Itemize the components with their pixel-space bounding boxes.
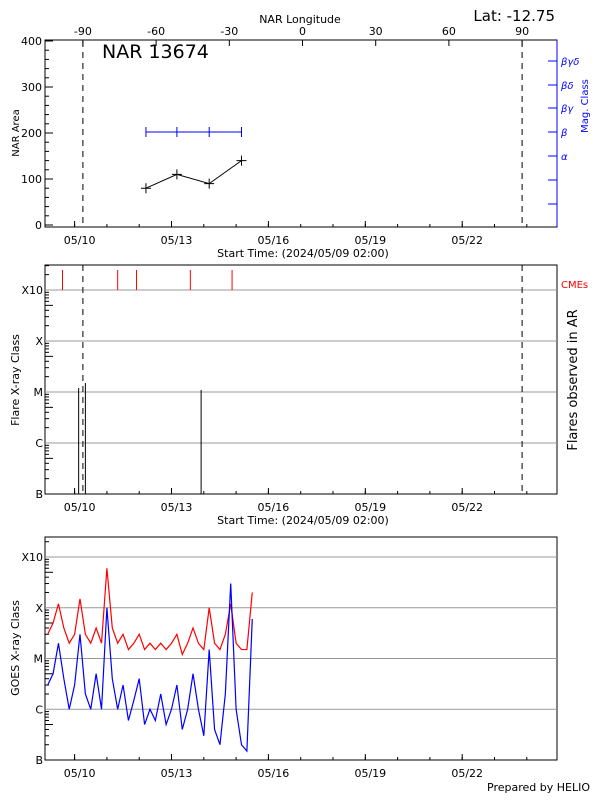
x-tick-label: 05/10 bbox=[64, 234, 96, 247]
top-tick-label: 60 bbox=[442, 25, 456, 38]
x-tick-label: 05/16 bbox=[258, 501, 290, 514]
panel1-ylabel: NAR Area bbox=[11, 109, 22, 156]
panel2-xlabel: Start Time: (2024/05/09 02:00) bbox=[217, 514, 389, 527]
x-tick-label: 05/13 bbox=[161, 501, 193, 514]
y-tick-label: 100 bbox=[21, 173, 42, 186]
y-tick-label: X10 bbox=[21, 284, 43, 297]
y-tick-label: M bbox=[34, 653, 44, 666]
y-tick-label: 400 bbox=[21, 35, 42, 48]
top-tick-label: 0 bbox=[299, 25, 306, 38]
y-tick-label: C bbox=[35, 703, 43, 716]
panel3-frame bbox=[44, 536, 558, 761]
panel1-frame bbox=[44, 39, 558, 228]
x-tick-label: 05/22 bbox=[451, 501, 483, 514]
panel3-ylabel: GOES X-ray Class bbox=[9, 600, 22, 696]
top-tick-label: -90 bbox=[74, 25, 92, 38]
area-point bbox=[171, 169, 182, 180]
mag-tick-label: α bbox=[561, 152, 568, 163]
x-tick-label: 05/19 bbox=[354, 501, 386, 514]
x-tick-label: 05/22 bbox=[451, 767, 483, 780]
x-tick-label: 05/13 bbox=[161, 767, 193, 780]
x-tick-label: 05/16 bbox=[258, 767, 290, 780]
y-tick-label: B bbox=[35, 488, 43, 501]
area-line bbox=[145, 160, 242, 189]
x-tick-label: 05/10 bbox=[64, 767, 96, 780]
area-point bbox=[204, 178, 215, 189]
x-tick-label: 05/19 bbox=[354, 767, 386, 780]
y-tick-label: 300 bbox=[21, 81, 42, 94]
y-tick-label: 200 bbox=[21, 127, 42, 140]
footer-credit: Prepared by HELIO bbox=[487, 781, 590, 794]
mag-tick-label: βγδ bbox=[560, 57, 579, 68]
mag-tick-label: βδ bbox=[560, 81, 574, 92]
y-tick-label: C bbox=[35, 437, 43, 450]
top-tick-label: 90 bbox=[515, 25, 529, 38]
x-tick-label: 05/19 bbox=[354, 234, 386, 247]
top-tick-label: 30 bbox=[369, 25, 383, 38]
top-axis-label: NAR Longitude bbox=[259, 13, 341, 26]
x-tick-label: 05/10 bbox=[64, 501, 96, 514]
area-point bbox=[140, 183, 151, 194]
panel2-ylabel: Flare X-ray Class bbox=[9, 334, 22, 426]
x-tick-label: 05/13 bbox=[161, 234, 193, 247]
y-tick-label: X bbox=[35, 602, 43, 615]
panel1-xlabel: Start Time: (2024/05/09 02:00) bbox=[217, 247, 389, 260]
y-tick-label: X bbox=[35, 335, 43, 348]
cme-label: CMEs bbox=[561, 280, 588, 291]
mag-tick-label: β bbox=[560, 128, 568, 139]
region-title: NAR 13674 bbox=[102, 41, 209, 63]
area-point bbox=[236, 155, 247, 166]
top-tick-label: -60 bbox=[147, 25, 165, 38]
panel2-frame bbox=[44, 264, 558, 495]
y-tick-label: X10 bbox=[21, 551, 43, 564]
y-tick-label: 0 bbox=[35, 219, 42, 232]
x-tick-label: 05/16 bbox=[258, 234, 290, 247]
mag-tick-label: βγ bbox=[560, 104, 574, 115]
goes-long-line bbox=[47, 568, 253, 657]
panel2-ylabel-right: Flares observed in AR bbox=[566, 309, 581, 450]
goes-short-line bbox=[47, 583, 253, 753]
y-tick-label: B bbox=[35, 754, 43, 767]
top-tick-label: -30 bbox=[220, 25, 238, 38]
panel1-ylabel-right: Mag. Class bbox=[580, 79, 591, 133]
y-tick-label: M bbox=[34, 386, 44, 399]
latitude-label: Lat: -12.75 bbox=[473, 7, 555, 25]
x-tick-label: 05/22 bbox=[451, 234, 483, 247]
